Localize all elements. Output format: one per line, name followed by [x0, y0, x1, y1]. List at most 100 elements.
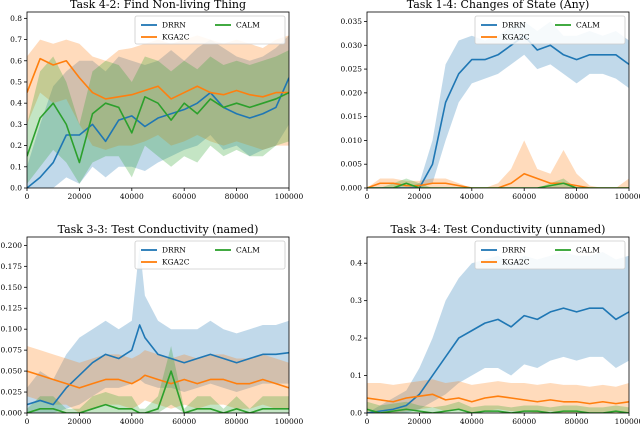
legend-label-drrn: DRRN — [162, 246, 186, 255]
y-tick-label: 0.015 — [341, 112, 363, 121]
x-tick-label: 60000 — [172, 417, 196, 426]
x-tick-label: 100000 — [615, 192, 640, 201]
x-tick-label: 20000 — [407, 192, 431, 201]
y-tick-label: 0.000 — [1, 409, 23, 418]
x-tick-label: 60000 — [512, 417, 536, 426]
band-calm — [367, 178, 629, 188]
legend-label-calm: CALM — [236, 246, 260, 255]
legend-label-drrn: DRRN — [502, 246, 526, 255]
chart-panel-3: Task 3-3: Test Conductivity (named) 0 2000… — [1, 223, 304, 426]
y-tick-label: 0.2 — [10, 141, 22, 150]
x-tick-label: 80000 — [565, 192, 589, 201]
y-tick-label: 0.0 — [350, 409, 362, 418]
band-drrn — [367, 251, 629, 413]
x-tick-label: 80000 — [225, 417, 249, 426]
series-line-drrn — [367, 307, 629, 413]
x-tick-label: 40000 — [460, 417, 484, 426]
plot-area — [27, 35, 289, 188]
chart-title: Task 4-2: Find Non-living Thing — [70, 0, 246, 11]
plot-area — [367, 251, 629, 413]
band-calm — [367, 401, 629, 413]
x-tick-label: 0 — [25, 417, 30, 426]
x-tick-label: 60000 — [512, 192, 536, 201]
y-tick-label: 0.020 — [341, 88, 363, 97]
legend: DRRN KGA2C CALM — [134, 15, 286, 45]
x-tick-label: 100000 — [615, 417, 640, 426]
chart-title: Task 1-4: Changes of State (Any) — [407, 0, 590, 11]
y-tick-label: 0.050 — [1, 367, 23, 376]
series-line-kga2c — [367, 393, 629, 405]
legend-label-drrn: DRRN — [502, 21, 526, 30]
x-tick-label: 80000 — [565, 417, 589, 426]
legend-label-kga2c: KGA2C — [162, 258, 190, 267]
y-tick-label: 0.150 — [1, 283, 23, 292]
series-line-calm — [367, 408, 629, 413]
y-tick-label: 0.4 — [10, 99, 22, 108]
axes-frame — [26, 236, 290, 414]
x-tick-label: 100000 — [275, 192, 304, 201]
series-line-calm — [367, 182, 629, 188]
axes-frame — [366, 236, 630, 414]
y-tick-label: 0.0 — [10, 184, 22, 193]
x-tick-label: 20000 — [407, 417, 431, 426]
y-tick-label: 0.5 — [10, 77, 22, 86]
band-drrn — [367, 21, 629, 188]
legend-label-kga2c: KGA2C — [502, 258, 530, 267]
band-calm — [27, 345, 289, 413]
x-tick-label: 0 — [365, 417, 370, 426]
y-tick-label: 0.125 — [1, 304, 23, 313]
band-calm — [27, 50, 289, 184]
legend: DRRN KGA2C CALM — [474, 15, 626, 45]
series-line-drrn — [27, 324, 289, 406]
axes-frame — [366, 11, 630, 189]
legend-label-kga2c: KGA2C — [502, 33, 530, 42]
chart-panel-1: Task 4-2: Find Non-living Thing 0 20000 400… — [10, 0, 303, 201]
legend-label-kga2c: KGA2C — [162, 33, 190, 42]
chart-panel-2: Task 1-4: Changes of State (Any) 0 20000 40… — [341, 0, 640, 201]
legend-label-calm: CALM — [236, 21, 260, 30]
y-tick-label: 0.4 — [350, 259, 362, 268]
y-tick-label: 0.000 — [341, 184, 363, 193]
y-tick-label: 0.200 — [1, 241, 23, 250]
y-tick-label: 0.3 — [350, 296, 362, 305]
series-line-calm — [27, 91, 289, 164]
x-tick-label: 20000 — [67, 192, 91, 201]
legend: DRRN KGA2C CALM — [134, 240, 286, 270]
y-tick-label: 0.3 — [10, 120, 22, 129]
y-tick-label: 0.6 — [10, 56, 22, 65]
x-tick-label: 0 — [25, 192, 30, 201]
y-tick-label: 0.035 — [341, 17, 363, 26]
x-tick-label: 40000 — [120, 192, 144, 201]
y-tick-label: 0.025 — [341, 65, 363, 74]
y-tick-label: 0.2 — [350, 334, 362, 343]
legend: DRRN KGA2C CALM — [474, 240, 626, 270]
legend-label-calm: CALM — [576, 246, 600, 255]
y-tick-label: 0.025 — [1, 388, 23, 397]
legend-box — [134, 15, 286, 45]
chart-title: Task 3-3: Test Conductivity (named) — [58, 223, 259, 236]
series-line-drrn — [367, 34, 629, 188]
x-tick-label: 100000 — [275, 417, 304, 426]
y-tick-label: 0.7 — [10, 35, 22, 44]
x-tick-label: 80000 — [225, 192, 249, 201]
series-line-kga2c — [27, 370, 289, 389]
band-kga2c — [367, 140, 629, 188]
chart-panel-4: Task 3-4: Test Conductivity (unnamed) 0 20… — [350, 223, 640, 426]
y-tick-label: 0.1 — [10, 162, 22, 171]
x-tick-label: 20000 — [67, 417, 91, 426]
y-tick-label: 0.030 — [341, 41, 363, 50]
legend-label-drrn: DRRN — [162, 21, 186, 30]
y-tick-label: 0.075 — [1, 346, 23, 355]
legend-box — [134, 240, 286, 270]
legend-box — [474, 15, 626, 45]
axes-frame — [26, 11, 290, 189]
y-tick-label: 0.005 — [341, 160, 363, 169]
x-tick-label: 60000 — [172, 192, 196, 201]
chart-title: Task 3-4: Test Conductivity (unnamed) — [391, 223, 606, 236]
legend-label-calm: CALM — [576, 21, 600, 30]
x-tick-label: 0 — [365, 192, 370, 201]
band-drrn — [27, 245, 289, 413]
x-tick-label: 40000 — [460, 192, 484, 201]
series-line-calm — [27, 370, 289, 413]
